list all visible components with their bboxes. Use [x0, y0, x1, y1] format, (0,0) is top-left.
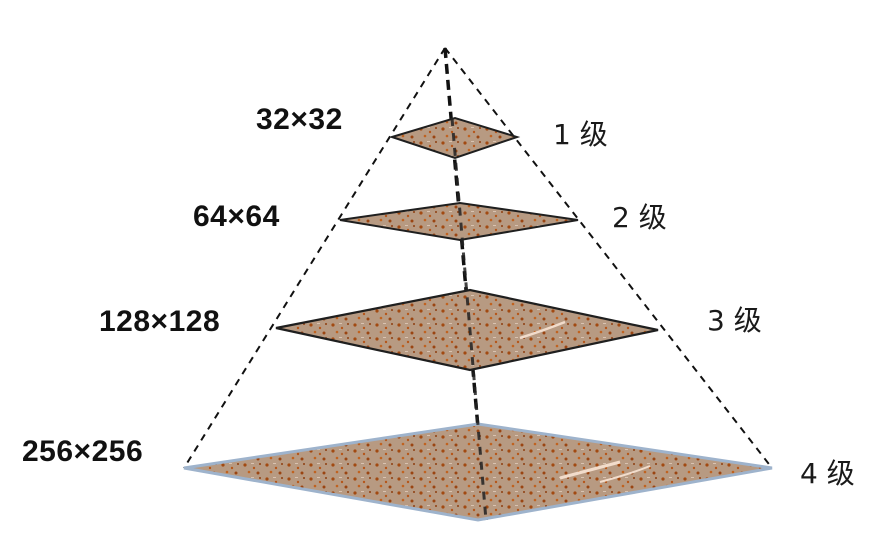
pyramid-right-edge: [444, 47, 773, 469]
size-label-level-3: 128×128: [99, 305, 221, 338]
layer-level-2: [339, 201, 579, 242]
level-label-4: 4 级: [800, 457, 855, 490]
layer-level-3: [275, 288, 659, 372]
size-label-level-1: 32×32: [256, 103, 343, 136]
pyramid-center-axis-front: [450, 117, 488, 521]
level-label-3: 3 级: [707, 304, 762, 337]
level-label-2: 2 级: [612, 201, 667, 234]
size-label-level-4: 256×256: [22, 435, 144, 468]
size-label-level-2: 64×64: [193, 200, 280, 233]
pyramid-left-edge: [183, 47, 446, 469]
layer-level-4: [183, 422, 773, 522]
level-label-1: 1 级: [553, 118, 608, 151]
